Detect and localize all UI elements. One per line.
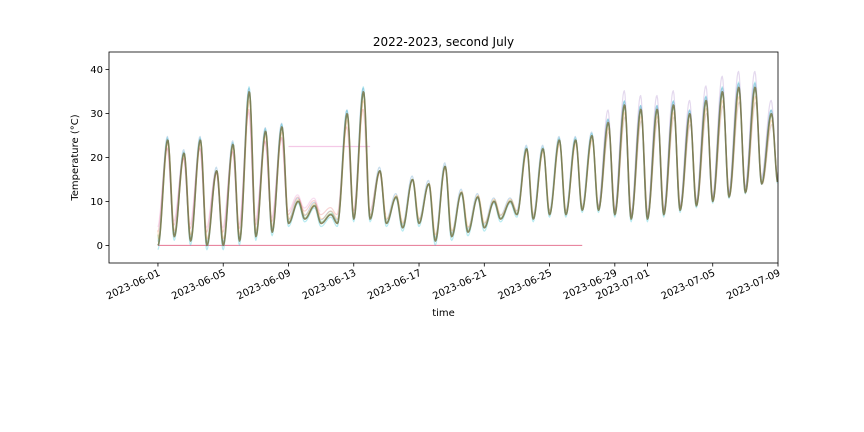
- x-axis-label: time: [432, 308, 455, 319]
- y-tick-label: 0: [97, 241, 103, 252]
- y-axis-label: Temperature (°C): [70, 114, 81, 201]
- series-line: [157, 112, 321, 229]
- y-tick-label: 20: [90, 153, 103, 164]
- y-tick-label: 30: [90, 109, 103, 120]
- y-axis: 0 10 20 30 40: [90, 65, 109, 252]
- series-layer: [157, 70, 779, 251]
- y-tick-label: 40: [90, 65, 103, 76]
- y-tick-label: 10: [90, 197, 103, 208]
- chart-title: 2022-2023, second July: [373, 35, 514, 49]
- series-line: [157, 86, 779, 247]
